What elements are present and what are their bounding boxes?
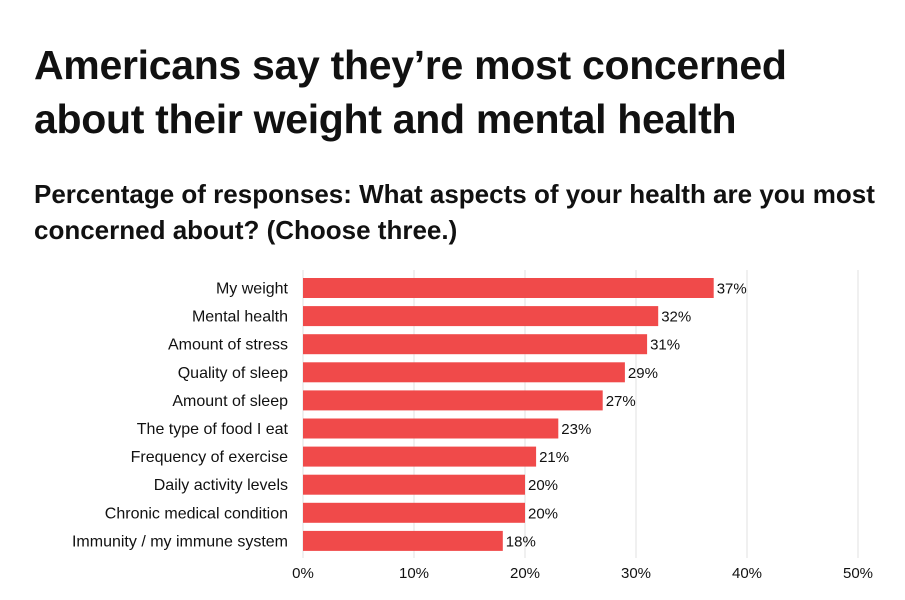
chart-title: Americans say they’re most concerned abo… bbox=[34, 42, 787, 142]
bar bbox=[303, 502, 525, 523]
value-label: 31% bbox=[650, 337, 680, 354]
value-label: 20% bbox=[528, 477, 558, 494]
bar bbox=[303, 334, 648, 355]
bar bbox=[303, 418, 559, 439]
bar bbox=[303, 278, 714, 298]
value-label: 32% bbox=[661, 309, 691, 326]
bar bbox=[303, 530, 503, 551]
value-label: 27% bbox=[606, 393, 636, 410]
bar bbox=[303, 362, 625, 383]
bar bbox=[303, 390, 603, 411]
bar bbox=[303, 474, 525, 495]
bar bbox=[303, 446, 537, 467]
value-label: 37% bbox=[717, 281, 747, 298]
category-label: My weight bbox=[216, 281, 289, 298]
x-tick-label: 0% bbox=[292, 565, 314, 582]
value-label: 29% bbox=[628, 365, 658, 382]
category-label: Chronic medical condition bbox=[105, 505, 288, 522]
category-label: Immunity / my immune system bbox=[72, 533, 288, 550]
bar bbox=[303, 306, 659, 327]
x-tick-label: 20% bbox=[510, 565, 540, 582]
category-label: Amount of sleep bbox=[172, 393, 288, 410]
x-tick-label: 30% bbox=[621, 565, 651, 582]
value-label: 21% bbox=[539, 449, 569, 466]
value-label: 18% bbox=[506, 533, 536, 550]
value-label: 23% bbox=[561, 421, 591, 438]
category-label: Amount of stress bbox=[168, 337, 288, 354]
category-label: Mental health bbox=[192, 309, 288, 326]
category-label: Daily activity levels bbox=[154, 477, 288, 494]
value-label: 20% bbox=[528, 505, 558, 522]
x-tick-label: 10% bbox=[399, 565, 429, 582]
x-tick-label: 40% bbox=[732, 565, 762, 582]
x-tick-label: 50% bbox=[843, 565, 873, 582]
category-label: Frequency of exercise bbox=[131, 449, 289, 466]
category-label: Quality of sleep bbox=[178, 365, 288, 382]
chart-subtitle: Percentage of responses: What aspects of… bbox=[34, 179, 875, 245]
category-label: The type of food I eat bbox=[137, 421, 289, 438]
